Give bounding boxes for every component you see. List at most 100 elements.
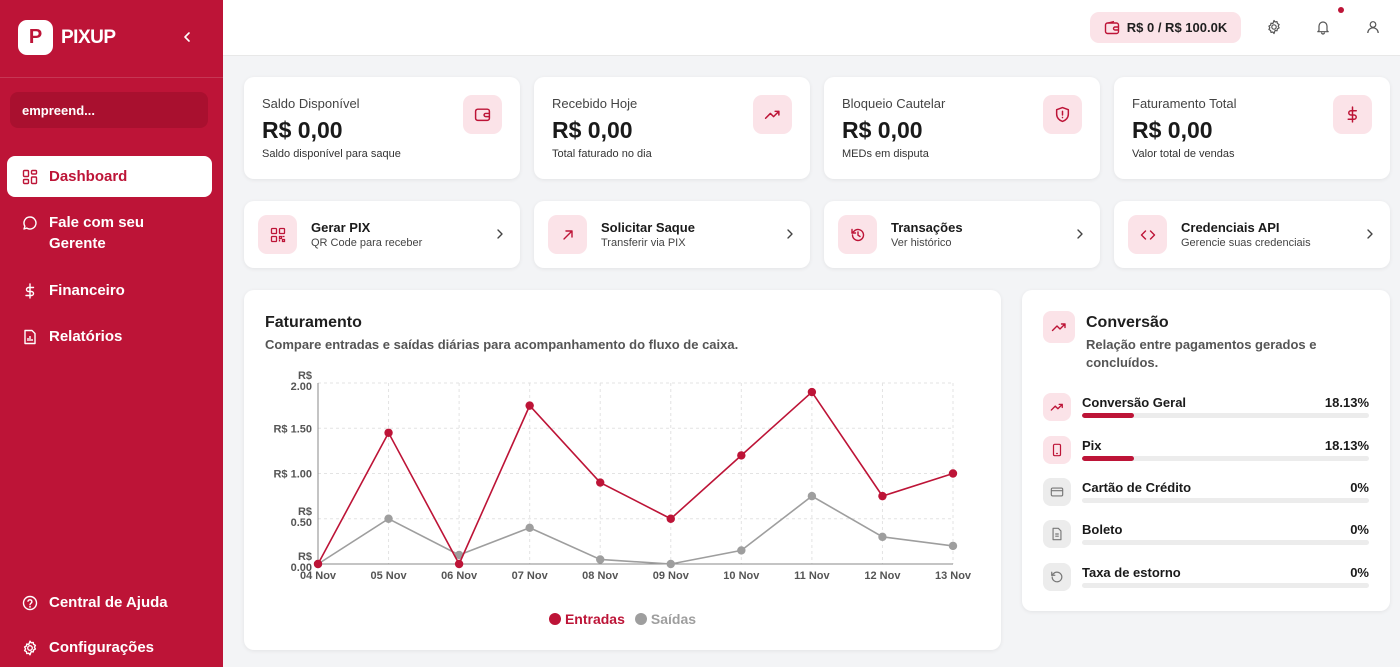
x-tick-label: 08 Nov xyxy=(582,570,619,582)
notification-dot xyxy=(1338,7,1344,13)
user-icon[interactable] xyxy=(1365,19,1381,35)
x-tick-label: 13 Nov xyxy=(935,570,972,582)
stat-card-faturamento: Faturamento Total R$ 0,00 Valor total de… xyxy=(1114,77,1390,179)
wallet-icon xyxy=(1104,20,1119,34)
conversion-row: Pix 18.13% xyxy=(1043,436,1369,466)
conversion-progress-track xyxy=(1082,413,1369,418)
stat-title: Faturamento Total xyxy=(1132,96,1237,111)
sidebar-item-label: Configurações xyxy=(49,639,155,656)
stat-card-saldo: Saldo Disponível R$ 0,00 Saldo disponíve… xyxy=(244,77,520,179)
y-tick-label: R$ xyxy=(298,370,312,382)
stat-subtitle: MEDs em disputa xyxy=(842,148,929,160)
action-title: Solicitar Saque xyxy=(601,220,695,235)
data-point-entradas xyxy=(596,478,605,487)
conversion-label: Taxa de estorno xyxy=(1082,565,1181,580)
conversion-card: Conversão Relação entre pagamentos gerad… xyxy=(1022,290,1390,611)
stat-card-recebido: Recebido Hoje R$ 0,00 Total faturado no … xyxy=(534,77,810,179)
legend-item-saidas[interactable]: Saídas xyxy=(634,611,697,627)
qr-code-icon xyxy=(258,215,297,254)
conversion-label: Conversão Geral xyxy=(1082,395,1187,410)
help-icon xyxy=(21,592,39,613)
conversion-progress-fill xyxy=(1082,456,1135,461)
conversion-value: 18.13% xyxy=(1324,395,1369,410)
data-point-entradas xyxy=(878,491,887,501)
brand[interactable]: P PIXUP xyxy=(18,20,116,55)
x-tick-label: 09 Nov xyxy=(653,570,690,582)
sidebar-divider xyxy=(0,77,223,78)
sidebar-item-label: Financeiro xyxy=(49,282,125,299)
action-gerar-pix[interactable]: Gerar PIX QR Code para receber xyxy=(244,201,520,268)
legend-label: Saídas xyxy=(650,611,697,627)
chevron-right-icon xyxy=(1077,229,1083,239)
action-credenciais-api[interactable]: Credenciais API Gerencie suas credenciai… xyxy=(1114,201,1390,268)
sidebar-item-label: Fale com seu Gerente xyxy=(49,214,145,252)
stat-card-bloqueio: Bloqueio Cautelar R$ 0,00 MEDs em disput… xyxy=(824,77,1100,179)
shield-alert-icon xyxy=(1043,95,1082,134)
sidebar-item-financeiro[interactable]: Financeiro xyxy=(7,270,212,311)
conversion-row: Boleto 0% xyxy=(1043,520,1369,550)
trending-up-icon xyxy=(753,95,792,134)
stat-subtitle: Total faturado no dia xyxy=(552,148,652,160)
data-point-saidas xyxy=(948,541,958,551)
collapse-sidebar-button[interactable] xyxy=(180,28,194,46)
data-point-entradas xyxy=(737,451,746,460)
limit-badge[interactable]: R$ 0 / R$ 100.0K xyxy=(1090,12,1241,43)
action-transacoes[interactable]: Transações Ver histórico xyxy=(824,201,1100,268)
data-point-entradas xyxy=(313,559,323,569)
settings-icon xyxy=(21,637,39,658)
refund-icon xyxy=(1043,563,1071,591)
data-point-saidas xyxy=(666,559,675,569)
action-solicitar-saque[interactable]: Solicitar Saque Transferir via PIX xyxy=(534,201,810,268)
stat-value: R$ 0,00 xyxy=(552,117,633,143)
data-point-saidas xyxy=(454,550,464,560)
data-point-saidas xyxy=(807,491,817,501)
action-subtitle: Transferir via PIX xyxy=(601,237,686,249)
y-tick-label: R$ xyxy=(298,551,312,563)
conversion-row: Cartão de Crédito 0% xyxy=(1043,478,1369,508)
chevron-left-icon xyxy=(184,32,190,42)
conversion-value: 0% xyxy=(1350,565,1369,580)
conversion-label: Pix xyxy=(1082,438,1102,453)
sidebar-item-gerente[interactable]: Fale com seu Gerente xyxy=(7,202,212,264)
revenue-chart-card: Faturamento Compare entradas e saídas di… xyxy=(244,290,1001,650)
data-point-entradas xyxy=(948,469,958,478)
conversion-subtitle: Relação entre pagamentos gerados e concl… xyxy=(1086,337,1317,370)
conversion-progress-track xyxy=(1082,540,1369,545)
stat-title: Recebido Hoje xyxy=(552,96,638,111)
y-tick-label: R$ 1.50 xyxy=(273,423,312,435)
trending-up-icon xyxy=(1043,393,1071,421)
x-tick-label: 06 Nov xyxy=(441,570,478,582)
conversion-label: Boleto xyxy=(1082,522,1123,537)
account-selector[interactable]: empreend... xyxy=(10,92,208,128)
sidebar-item-configuracoes[interactable]: Configurações xyxy=(7,627,212,667)
arrow-up-right-icon xyxy=(548,215,587,254)
sidebar-item-dashboard[interactable]: Dashboard xyxy=(7,156,212,197)
chevron-right-icon xyxy=(497,229,503,239)
data-point-entradas xyxy=(807,387,817,397)
conversion-row: Conversão Geral 18.13% xyxy=(1043,393,1369,423)
conversion-title: Conversão xyxy=(1086,314,1169,331)
x-tick-label: 10 Nov xyxy=(723,570,760,582)
legend-item-entradas[interactable]: Entradas xyxy=(548,611,625,627)
bell-icon[interactable] xyxy=(1315,19,1331,35)
brand-name: PIXUP xyxy=(61,26,116,48)
sidebar-item-relatorios[interactable]: Relatórios xyxy=(7,316,212,357)
data-point-saidas xyxy=(384,514,393,523)
data-point-entradas xyxy=(666,514,675,523)
stat-subtitle: Valor total de vendas xyxy=(1132,148,1235,160)
sidebar: P PIXUP empreend... Dashboard Fale com s… xyxy=(0,0,223,667)
action-subtitle: QR Code para receber xyxy=(311,237,423,249)
brand-logo: P xyxy=(18,20,53,55)
topbar: R$ 0 / R$ 100.0K xyxy=(223,0,1400,56)
action-title: Transações xyxy=(891,220,963,235)
conversion-row: Taxa de estorno 0% xyxy=(1043,563,1369,593)
gear-icon[interactable] xyxy=(1266,19,1282,35)
stat-title: Bloqueio Cautelar xyxy=(842,96,946,111)
chevron-right-icon xyxy=(787,229,793,239)
conversion-value: 0% xyxy=(1350,522,1369,537)
sidebar-item-ajuda[interactable]: Central de Ajuda xyxy=(7,582,212,623)
data-point-saidas xyxy=(737,546,746,555)
file-icon xyxy=(1043,520,1071,548)
trending-up-icon xyxy=(1043,311,1075,343)
